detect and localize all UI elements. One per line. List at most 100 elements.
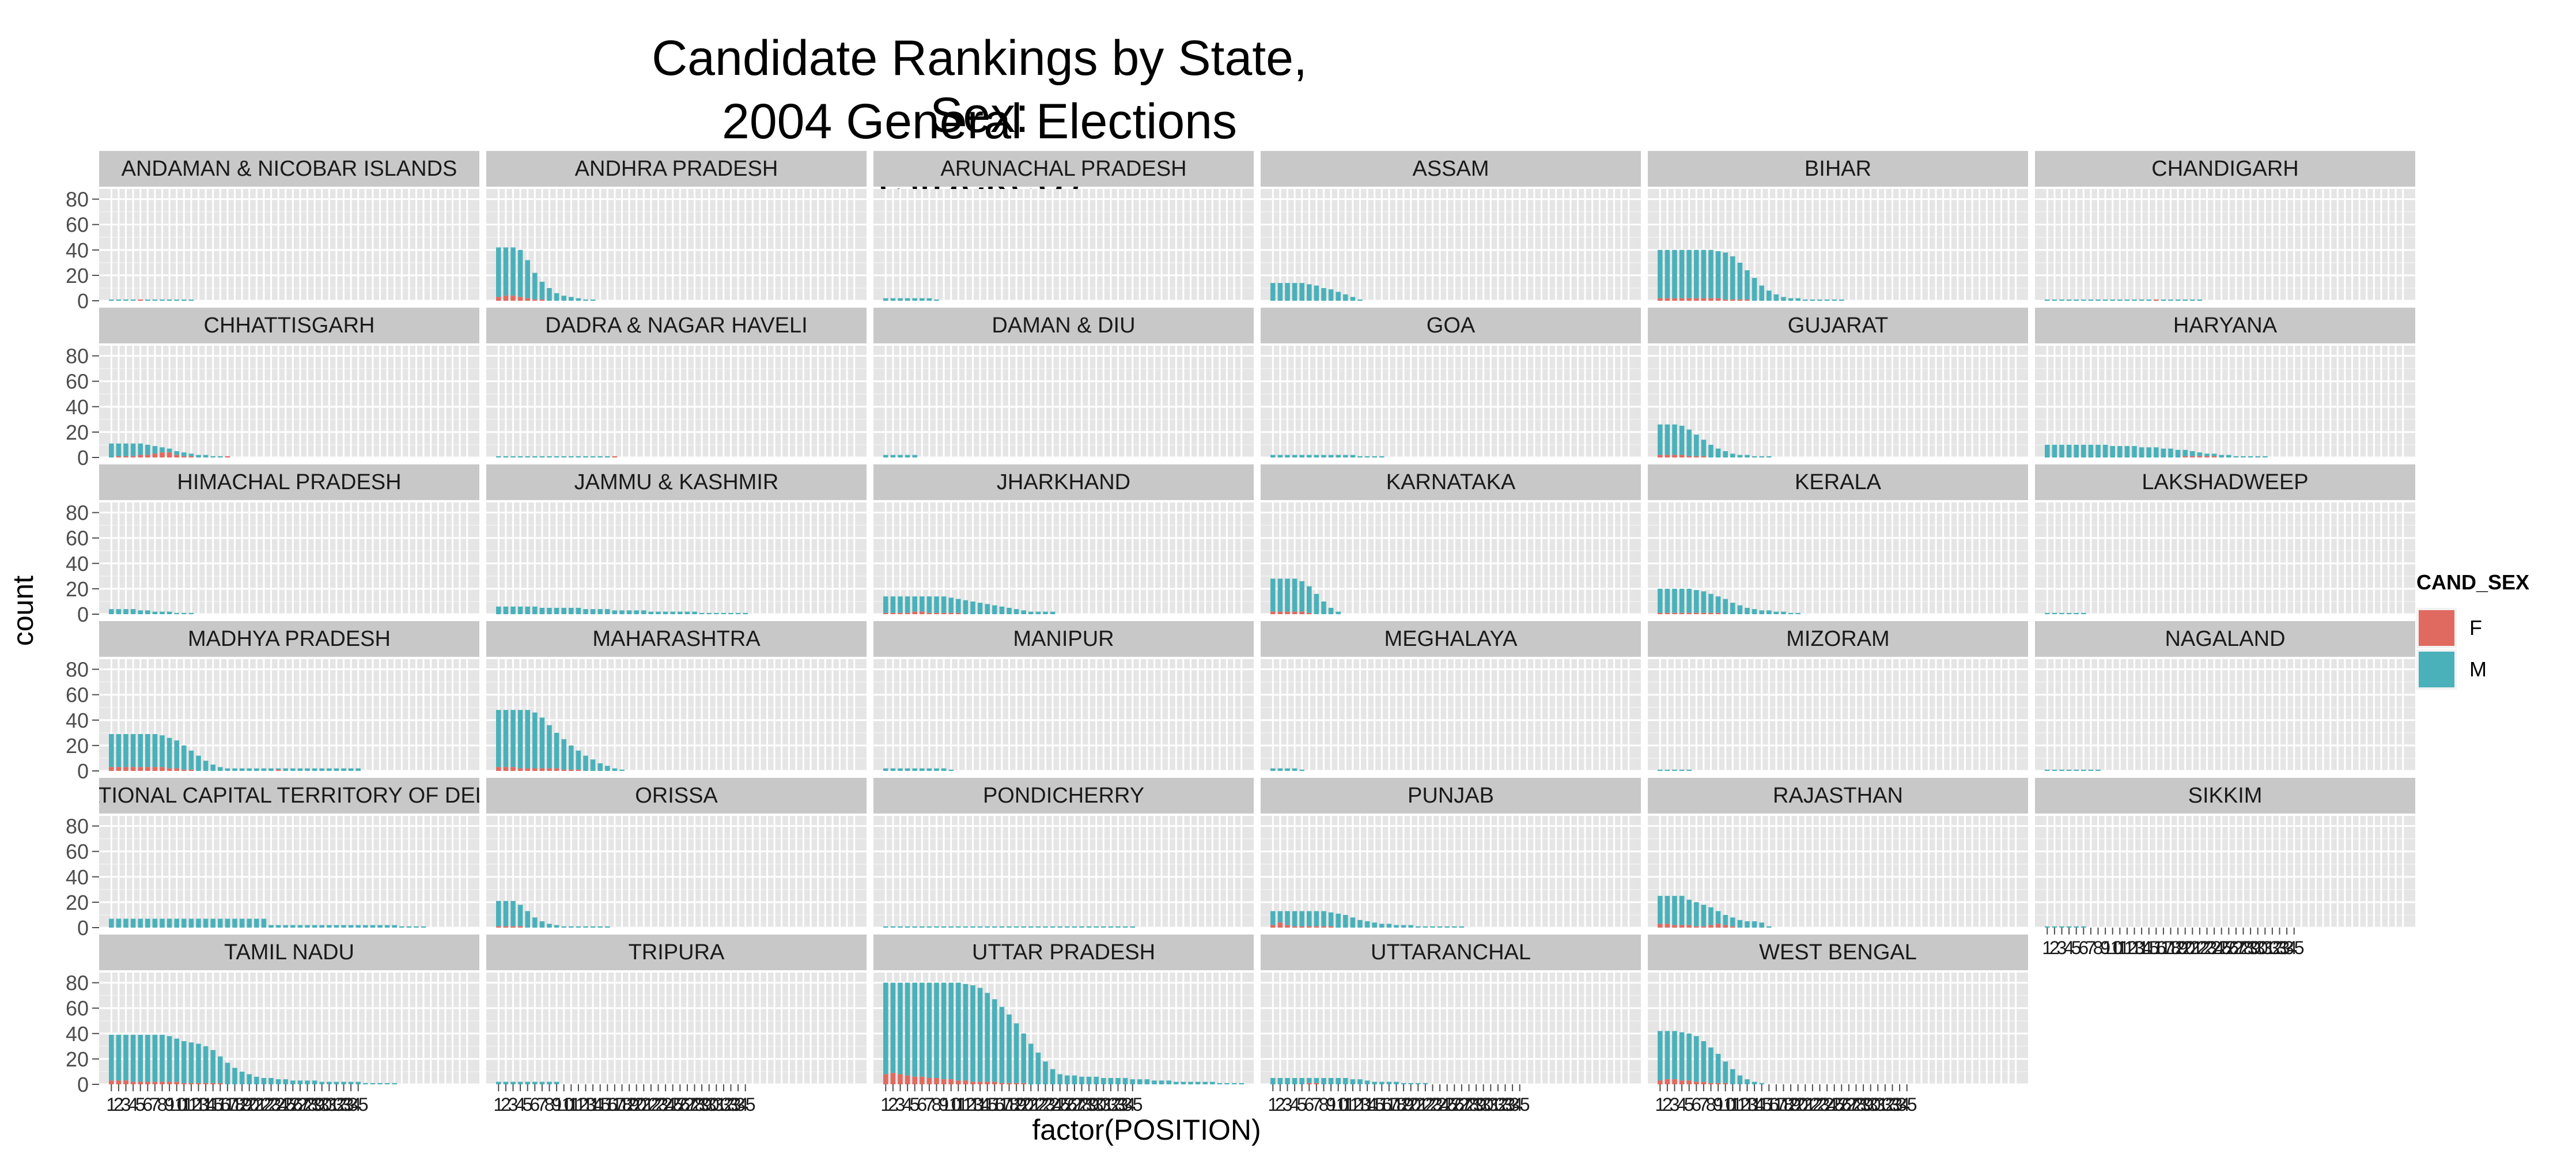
x-tick-label: 3 <box>121 1094 131 1115</box>
bar-segment-f <box>1694 926 1699 928</box>
x-tick-label: 5 <box>2071 937 2082 958</box>
bar-segment-m <box>1759 285 1764 301</box>
bar-segment-f <box>1307 1083 1312 1084</box>
bar-segment-m <box>992 926 997 928</box>
bar-segment-m <box>1231 1083 1237 1084</box>
x-tick-label: 5 <box>523 1094 533 1115</box>
bar-segment-m <box>1723 599 1728 614</box>
bar-segment-m <box>1658 895 1663 924</box>
bar-segment-m <box>1737 1075 1743 1084</box>
x-tick-label: 12 <box>1342 1094 1363 1115</box>
facet-plot-area <box>2035 659 2415 771</box>
bar-segment-f <box>167 452 172 457</box>
bar-segment-m <box>2241 456 2246 457</box>
bar-segment-m <box>2190 299 2195 301</box>
bar-segment-f <box>934 612 939 614</box>
bar-segment-m <box>1672 769 1677 771</box>
x-tick-label: 14 <box>1744 1094 1765 1115</box>
bar-segment-m <box>1665 424 1670 455</box>
bar-segment-m <box>714 612 719 614</box>
bar-segment-m <box>569 745 574 770</box>
bar-segment-f <box>1686 456 1692 457</box>
x-tick-label: 12 <box>568 1094 589 1115</box>
bar-segment-m <box>1314 911 1319 926</box>
x-tick-label: 1 <box>1655 1094 1665 1115</box>
facet-panel: ARUNACHAL PRADESH <box>873 151 1254 302</box>
bar-segment-m <box>539 456 545 457</box>
bar-segment-m <box>1416 1083 1421 1084</box>
facet-strip <box>99 778 479 814</box>
bar-segment-m <box>634 610 639 614</box>
x-tick-label: 32 <box>1875 1094 1896 1115</box>
bar-segment-m <box>167 299 172 301</box>
bar-segment-m <box>2088 444 2094 457</box>
bar-segment-m <box>1745 1079 1750 1084</box>
x-tick-label: 14 <box>1357 1094 1378 1115</box>
bar-segment-m <box>109 299 114 301</box>
bar-segment-m <box>1021 926 1026 928</box>
x-tick-label: 9 <box>2100 937 2110 958</box>
facet-plot-area <box>99 502 479 614</box>
x-tick-label: 10 <box>554 1094 574 1115</box>
x-tick-label: 17 <box>2153 937 2174 958</box>
bar-segment-m <box>525 260 530 298</box>
bar-segment-m <box>517 606 523 614</box>
bar-segment-m <box>1314 285 1319 301</box>
bar-segment-m <box>1137 1079 1143 1084</box>
bar-segment-m <box>174 612 179 614</box>
bar-segment-m <box>218 1056 223 1083</box>
bar-segment-m <box>167 918 172 928</box>
bar-segment-m <box>576 750 581 770</box>
bar-segment-f <box>130 1081 136 1084</box>
bar-segment-m <box>963 926 969 928</box>
bar-segment-m <box>2168 448 2173 457</box>
bar-segment-f <box>1665 612 1670 614</box>
x-tick-label: 31 <box>706 1094 727 1115</box>
bar-segment-m <box>656 611 661 614</box>
bar-segment-m <box>1708 444 1713 457</box>
bar-segment-f <box>1686 298 1692 301</box>
bar-segment-f <box>1686 612 1692 614</box>
bar-segment-m <box>496 247 501 297</box>
bar-segment-m <box>145 610 150 614</box>
bar-segment-m <box>116 443 122 456</box>
bar-segment-m <box>1701 905 1707 926</box>
x-tick-label: 20 <box>2175 937 2196 958</box>
x-tick-label: 19 <box>2168 937 2188 958</box>
bar-segment-m <box>547 288 552 301</box>
x-tick-label: 11 <box>2110 937 2129 958</box>
bar-segment-m <box>1817 299 1822 301</box>
bar-segment-m <box>590 299 596 301</box>
x-tick-label: 23 <box>1810 1094 1830 1115</box>
bar-segment-m <box>1759 456 1764 457</box>
bar-segment-m <box>619 610 625 614</box>
bar-segment-m <box>590 759 596 771</box>
bar-segment-m <box>2081 612 2086 614</box>
bar-segment-f <box>1679 612 1685 614</box>
y-tick-label: 60 <box>66 527 89 550</box>
bar-segment-f <box>1715 924 1721 928</box>
x-tick-label: 26 <box>283 1094 304 1115</box>
bar-segment-f <box>1686 1080 1692 1084</box>
bar-segment-f <box>123 767 128 771</box>
bar-segment-m <box>539 717 545 769</box>
bar-segment-m <box>2059 612 2064 614</box>
bar-segment-m <box>1694 590 1699 613</box>
legend-entry-m: M <box>2416 649 2529 690</box>
bar-segment-f <box>941 1079 947 1084</box>
bar-segment-m <box>1013 609 1019 614</box>
bar-segment-m <box>561 607 566 614</box>
bar-segment-m <box>1766 926 1772 928</box>
bar-segment-m <box>1350 1079 1356 1084</box>
x-tick-label: 25 <box>2211 937 2232 958</box>
bar-segment-m <box>2175 299 2181 301</box>
bar-segment-m <box>920 982 925 1077</box>
bar-segment-m <box>1766 610 1772 614</box>
bar-segment-m <box>109 443 114 457</box>
bar-segment-m <box>1328 607 1334 614</box>
x-tick-label: 4 <box>128 1094 138 1115</box>
x-tick-label: 5 <box>910 1094 920 1115</box>
bar-segment-f <box>1658 612 1663 614</box>
bar-segment-m <box>116 299 122 301</box>
